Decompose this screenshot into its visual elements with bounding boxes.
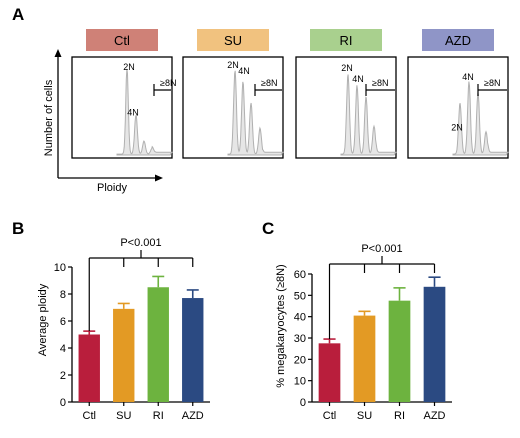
condition-label-ri: RI [340,33,353,48]
x-tick-label-su: SU [116,410,131,422]
label-2n-ri: 2N [341,63,353,73]
bar-azd [423,286,446,402]
y-tick-label: 0 [300,397,306,409]
y-tick-label: 30 [294,333,306,345]
y-tick-label: 40 [294,312,306,324]
condition-box-su [197,29,269,51]
panel-label-b: B [12,219,24,238]
bar-azd [182,298,204,402]
p-value-label: P<0.001 [120,237,161,249]
label-8n-ctl: ≥8N [160,78,176,88]
histogram-curve-ri [340,74,397,156]
label-4n-ctl: 4N [127,108,139,118]
ploidy-axis-label: Ploidy [97,182,127,194]
condition-label-ctl: Ctl [114,33,130,48]
histogram-curve-azd [452,81,509,156]
label-2n-ctl: 2N [123,62,135,72]
chart-b-ylabel: Average ploidy [37,283,49,356]
histogram-curve-ctl [116,68,173,156]
condition-label-azd: AZD [445,33,471,48]
label-8n-su: ≥8N [261,78,277,88]
y-tick-label: 50 [294,290,306,302]
x-arrow-head [155,174,163,182]
chart-c: 0 10 20 30 40 50 60 Ctl SU RI AZD P<0.001 [294,243,452,422]
number-of-cells-label: Number of cells [43,79,55,156]
bar-su [353,315,376,402]
y-tick-label: 10 [54,262,66,274]
histogram-curve-su [227,70,284,156]
y-arrow-head [54,49,62,57]
x-tick-label-ctl: Ctl [83,410,96,422]
label-8n-azd: ≥8N [484,78,500,88]
condition-box-ctl [86,29,158,51]
panel-a-axes [54,49,163,182]
bar-su [113,308,135,402]
x-tick-label-ri: RI [394,410,405,422]
y-tick-label: 8 [60,289,66,301]
histogram-frame-ctl [71,56,173,159]
label-4n-azd: 4N [462,72,474,82]
condition-box-ri [310,29,382,51]
x-tick-label-azd: AZD [182,410,204,422]
x-tick-label-ri: RI [153,410,164,422]
label-8n-ri: ≥8N [372,78,388,88]
y-tick-label: 4 [60,343,66,355]
condition-box-azd [422,29,494,51]
x-tick-label-su: SU [357,410,372,422]
y-tick-label: 2 [60,370,66,382]
bar-ri [388,300,411,402]
y-tick-label: 10 [294,376,306,388]
bar-ctl [318,343,341,402]
panel-label-c: C [262,219,274,238]
p-value-label: P<0.001 [361,243,402,255]
bar-ctl [78,334,100,402]
y-tick-label: 0 [60,397,66,409]
x-tick-label-azd: AZD [424,410,446,422]
y-tick-label: 20 [294,354,306,366]
chart-b: 0 2 4 6 8 10 Ctl SU RI AZD P<0.001 [54,237,210,422]
condition-labels: Ctl SU RI AZD [86,29,494,51]
condition-label-su: SU [224,33,242,48]
bar-ri [147,287,169,402]
y-tick-label: 6 [60,316,66,328]
label-4n-ri: 4N [352,74,364,84]
chart-c-ylabel: % megakaryocytes (≥8N) [275,264,287,387]
x-tick-label-ctl: Ctl [323,410,336,422]
y-tick-label: 60 [294,269,306,281]
label-2n-su: 2N [227,60,239,70]
label-2n-azd: 2N [451,123,463,133]
panel-label-a: A [12,5,24,24]
label-4n-su: 4N [238,66,250,76]
